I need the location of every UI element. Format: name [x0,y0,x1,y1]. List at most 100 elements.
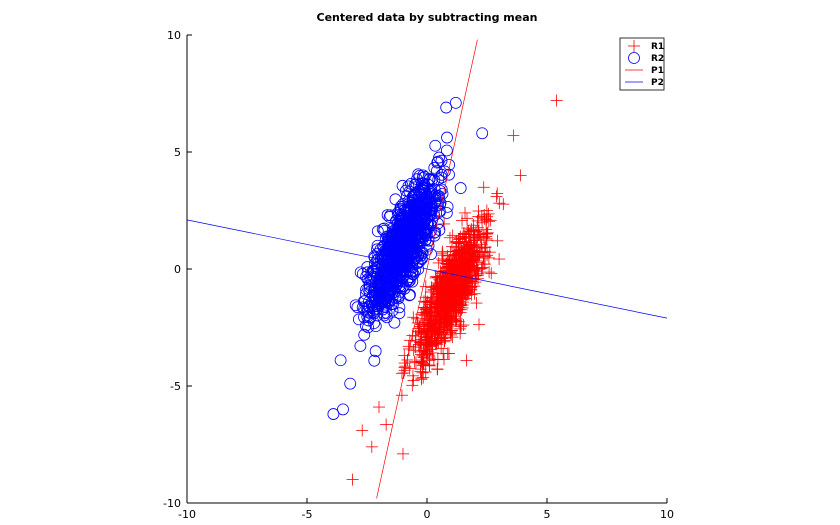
plot-area [186,39,668,499]
point-r2 [389,280,402,293]
x-tick-label: -5 [302,508,313,521]
point-r1 [476,246,489,259]
point-r2 [344,377,357,390]
point-r1 [470,297,483,310]
point-r1 [425,314,438,327]
point-r1 [467,219,480,232]
point-r1 [482,251,495,264]
point-r2 [476,127,489,140]
point-r2 [416,183,429,196]
point-r2 [413,185,425,198]
point-r1 [424,343,437,356]
point-r1 [454,318,467,331]
point-r1 [435,342,448,355]
point-r2 [397,232,409,244]
point-r1 [432,324,445,337]
point-r1 [419,280,432,293]
point-r1 [416,349,429,362]
point-r1 [497,198,510,211]
point-r1 [427,283,440,296]
point-r1 [473,318,486,331]
point-r1 [472,221,485,234]
point-r2 [407,208,420,220]
point-r1 [460,354,473,367]
point-r2 [406,257,419,270]
point-r2 [409,265,421,277]
point-r2 [449,96,462,109]
point-r2 [393,307,406,320]
point-r2 [372,277,385,289]
point-r2 [403,196,416,209]
point-r1 [481,210,494,223]
chart-title: Centered data by subtracting mean [317,11,538,24]
y-tick-label: -10 [163,497,181,510]
point-r2 [379,273,391,285]
point-r1 [437,300,450,313]
point-r2 [386,239,399,252]
point-r2 [380,280,393,293]
point-r1 [438,217,451,230]
point-r2 [425,184,438,197]
point-r2 [411,173,423,186]
point-r2 [440,101,453,114]
point-r1 [441,347,454,360]
point-r2 [407,238,420,251]
point-r2 [360,283,372,296]
point-r1 [491,234,504,247]
point-r2 [433,151,446,164]
point-r2 [379,264,392,277]
point-r1 [485,267,498,280]
point-r2 [394,202,407,215]
point-r2 [406,240,419,253]
point-r2 [420,243,433,256]
point-r2 [392,244,405,256]
point-r2 [454,182,467,194]
point-r2 [354,340,367,352]
point-r1 [480,232,493,245]
point-r1 [464,225,477,238]
point-r2 [337,403,349,416]
point-r2 [416,196,429,209]
point-r1 [434,309,447,322]
point-r1 [451,292,464,305]
point-r2 [376,294,389,306]
point-r2 [433,205,446,218]
axes: -10 -5 0 5 10 -10 -5 0 5 10 [163,29,674,521]
point-r2 [418,182,431,195]
point-r1 [448,271,461,284]
point-r2 [431,156,444,169]
point-r2 [387,297,400,310]
legend-label-p1: P1 [651,66,664,76]
point-r1 [480,213,493,226]
point-r1 [441,270,454,283]
point-r2 [440,207,453,219]
point-r2 [371,225,384,238]
point-r1 [445,275,458,288]
point-r1 [446,258,459,271]
point-r1 [419,301,432,314]
point-r2 [441,131,453,144]
point-r1 [433,286,446,299]
point-r1 [413,322,426,335]
y-tick-label: -5 [170,380,181,393]
point-r2 [406,268,419,281]
point-r1 [346,473,359,486]
point-r2 [327,408,340,420]
point-r2 [376,257,389,270]
point-r2 [440,144,453,157]
point-r2 [376,223,389,236]
point-r2 [367,264,380,277]
point-r2 [403,289,416,302]
point-r2 [381,209,394,221]
line-p2 [186,219,668,319]
point-r1 [461,240,474,253]
point-r2 [354,266,367,279]
point-r2 [405,177,417,190]
point-r2 [398,219,411,232]
point-r1 [415,373,428,386]
point-r1 [445,316,458,329]
point-r1 [446,299,459,312]
point-r1 [442,260,455,273]
point-r2 [358,328,371,341]
legend-marker-r2 [628,52,640,64]
